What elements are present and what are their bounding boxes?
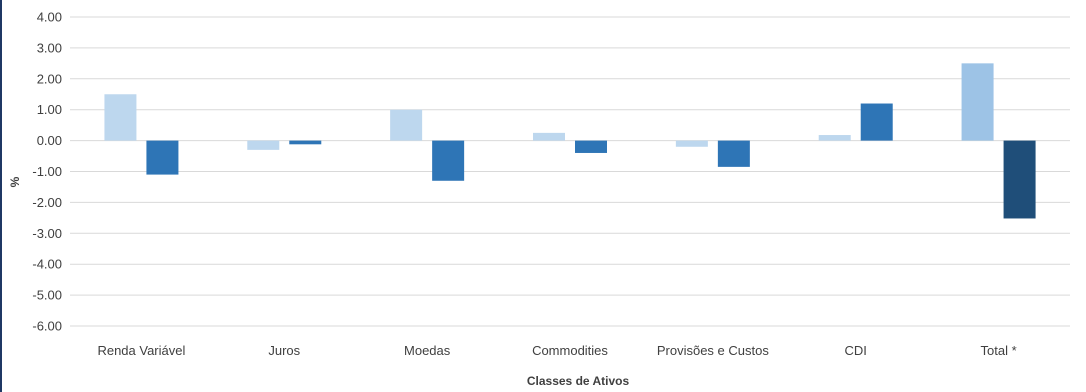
y-tick-label: 4.00 <box>37 10 62 25</box>
x-axis-title: Classes de Ativos <box>527 374 630 388</box>
y-tick-label: -2.00 <box>32 195 62 210</box>
y-tick-label: 3.00 <box>37 40 62 55</box>
bar <box>675 140 708 147</box>
x-tick-label: Commodities <box>532 343 608 358</box>
bar <box>289 140 322 145</box>
bar <box>432 140 465 181</box>
y-tick-label: -5.00 <box>32 288 62 303</box>
y-tick-label: -4.00 <box>32 257 62 272</box>
bar <box>860 103 893 141</box>
y-axis-title: % <box>8 176 22 187</box>
bar <box>146 140 179 175</box>
y-tick-label: 1.00 <box>37 102 62 117</box>
x-tick-label: Provisões e Custos <box>657 343 769 358</box>
x-tick-label: Moedas <box>404 343 451 358</box>
bar <box>533 132 565 141</box>
bar <box>818 135 851 141</box>
x-tick-label: Renda Variável <box>97 343 185 358</box>
y-tick-label: -1.00 <box>32 164 62 179</box>
bar <box>1003 140 1036 219</box>
left-border <box>0 0 2 392</box>
y-tick-label: 2.00 <box>37 71 62 86</box>
y-tick-label: -3.00 <box>32 226 62 241</box>
bar <box>575 140 607 153</box>
tick-labels: 4.00 3.00 2.00 1.00 0.00 -1.00 -2.00 -3.00 -4.00… <box>32 10 1016 359</box>
bar <box>961 63 994 141</box>
bar <box>247 140 280 150</box>
grid <box>70 16 1070 327</box>
bar <box>390 109 423 141</box>
x-tick-label: Total * <box>981 343 1017 358</box>
bar <box>717 140 750 167</box>
y-tick-label: -6.00 <box>32 319 62 334</box>
y-tick-label: 0.00 <box>37 133 62 148</box>
bar <box>104 94 137 141</box>
x-tick-label: CDI <box>845 343 867 358</box>
x-tick-label: Juros <box>268 343 300 358</box>
bars <box>104 63 1036 219</box>
